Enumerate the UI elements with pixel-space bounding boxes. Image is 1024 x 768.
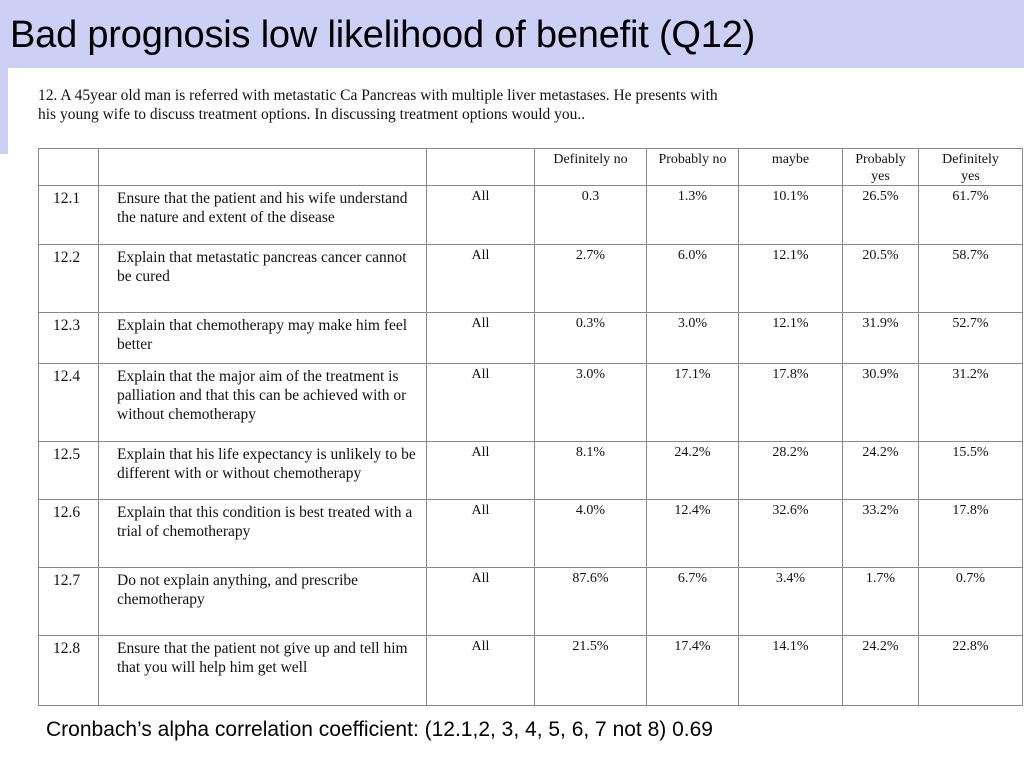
row-number: 12.7 [38,567,99,636]
cell-definitely-yes: 52.7% [918,312,1023,364]
row-statement: Explain that chemotherapy may make him f… [98,312,427,364]
row-statement: Explain that the major aim of the treatm… [98,363,427,442]
row-number: 12.8 [38,635,99,706]
cell-definitely-no: 4.0% [534,499,647,568]
header-group [426,148,535,186]
cell-probably-yes: 24.2% [842,635,919,706]
title-band [0,0,1024,68]
cell-definitely-no: 8.1% [534,441,647,500]
cell-probably-no: 3.0% [646,312,739,364]
row-statement: Ensure that the patient not give up and … [98,635,427,706]
cell-definitely-no: 21.5% [534,635,647,706]
header-num [38,148,99,186]
cell-probably-no: 12.4% [646,499,739,568]
row-number: 12.2 [38,244,99,313]
cell-maybe: 3.4% [738,567,843,636]
row-group: All [426,363,535,442]
cell-definitely-yes: 22.8% [918,635,1023,706]
cell-probably-yes: 1.7% [842,567,919,636]
row-statement: Ensure that the patient and his wife und… [98,185,427,245]
cell-probably-yes: 24.2% [842,441,919,500]
header-probably-no: Probably no [646,148,739,186]
row-number: 12.4 [38,363,99,442]
row-number: 12.1 [38,185,99,245]
header-definitely-yes-line2: yes [961,169,980,184]
cell-definitely-yes: 17.8% [918,499,1023,568]
cell-probably-yes: 26.5% [842,185,919,245]
cell-definitely-no: 87.6% [534,567,647,636]
row-number: 12.5 [38,441,99,500]
cell-definitely-yes: 61.7% [918,185,1023,245]
cell-maybe: 12.1% [738,312,843,364]
cell-definitely-no: 0.3% [534,312,647,364]
cell-maybe: 32.6% [738,499,843,568]
header-probably-yes-line2: yes [871,169,890,184]
table-row: 12.7 Do not explain anything, and prescr… [38,567,1023,636]
header-maybe: maybe [738,148,843,186]
header-definitely-yes-line1: Definitely [942,152,999,167]
question-text: 12. A 45year old man is referred with me… [38,86,938,124]
slide-title: Bad prognosis low likelihood of benefit … [10,14,756,56]
row-group: All [426,244,535,313]
header-definitely-yes: Definitely yes [918,148,1023,186]
header-item [98,148,427,186]
row-group: All [426,567,535,636]
footnote-cronbach-alpha: Cronbach’s alpha correlation coefficient… [46,718,713,741]
cell-definitely-yes: 0.7% [918,567,1023,636]
cell-probably-yes: 33.2% [842,499,919,568]
header-probably-yes: Probably yes [842,148,919,186]
table-row: 12.8 Ensure that the patient not give up… [38,635,1023,706]
row-group: All [426,635,535,706]
row-group: All [426,312,535,364]
cell-probably-yes: 30.9% [842,363,919,442]
question-line-1: 12. A 45year old man is referred with me… [38,87,718,104]
row-group: All [426,185,535,245]
table-row: 12.1 Ensure that the patient and his wif… [38,185,1023,245]
row-statement: Explain that his life expectancy is unli… [98,441,427,500]
survey-table-body: Definitely no Probably no maybe Probably… [38,148,1023,706]
table-row: 12.6 Explain that this condition is best… [38,499,1023,568]
row-group: All [426,499,535,568]
table-row: 12.3 Explain that chemotherapy may make … [38,312,1023,364]
cell-probably-no: 1.3% [646,185,739,245]
row-number: 12.6 [38,499,99,568]
cell-probably-yes: 31.9% [842,312,919,364]
survey-table: Definitely no Probably no maybe Probably… [38,148,1023,706]
row-group: All [426,441,535,500]
cell-maybe: 28.2% [738,441,843,500]
header-probably-yes-line1: Probably [855,152,906,167]
cell-maybe: 14.1% [738,635,843,706]
row-statement: Explain that this condition is best trea… [98,499,427,568]
row-statement: Do not explain anything, and prescribe c… [98,567,427,636]
cell-probably-no: 17.4% [646,635,739,706]
cell-definitely-no: 0.3 [534,185,647,245]
cell-definitely-no: 3.0% [534,363,647,442]
cell-definitely-yes: 15.5% [918,441,1023,500]
cell-probably-yes: 20.5% [842,244,919,313]
cell-probably-no: 24.2% [646,441,739,500]
row-statement: Explain that metastatic pancreas cancer … [98,244,427,313]
cell-probably-no: 6.0% [646,244,739,313]
row-number: 12.3 [38,312,99,364]
cell-probably-no: 6.7% [646,567,739,636]
cell-definitely-no: 2.7% [534,244,647,313]
cell-definitely-yes: 31.2% [918,363,1023,442]
cell-maybe: 10.1% [738,185,843,245]
table-row: 12.2 Explain that metastatic pancreas ca… [38,244,1023,313]
table-row: 12.4 Explain that the major aim of the t… [38,363,1023,442]
table-row: 12.5 Explain that his life expectancy is… [38,441,1023,500]
title-band-accent [0,68,8,154]
table-header-row: Definitely no Probably no maybe Probably… [38,148,1023,186]
cell-maybe: 17.8% [738,363,843,442]
question-line-2: his young wife to discuss treatment opti… [38,106,586,123]
header-definitely-no: Definitely no [534,148,647,186]
cell-definitely-yes: 58.7% [918,244,1023,313]
cell-probably-no: 17.1% [646,363,739,442]
cell-maybe: 12.1% [738,244,843,313]
